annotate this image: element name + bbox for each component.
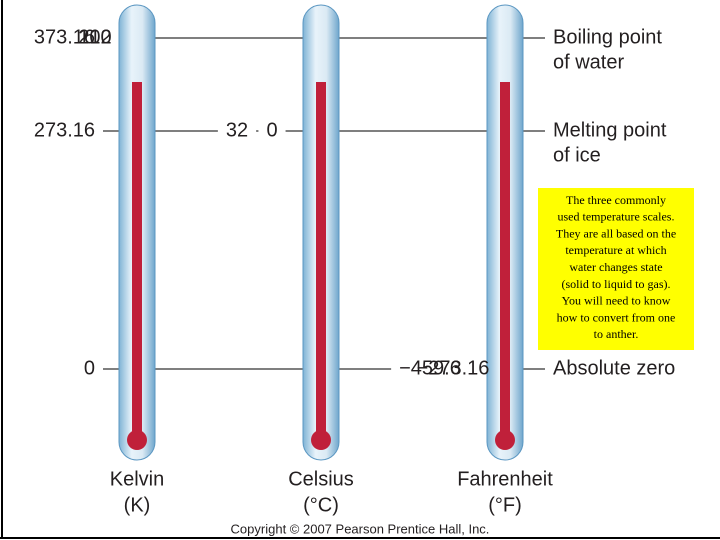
reference-label: Melting point [553, 119, 667, 141]
mercury-bulb [127, 430, 147, 450]
label-gap [70, 34, 120, 42]
scale-unit: (°F) [488, 494, 522, 516]
reference-label: Absolute zero [553, 357, 675, 379]
scale-reading: 32 [226, 119, 248, 141]
reference-label: Boiling point [553, 26, 662, 48]
copyright: Copyright © 2007 Pearson Prentice Hall, … [231, 521, 490, 536]
scale-reading: 0 [84, 357, 95, 379]
scale-name: Celsius [288, 468, 354, 490]
note-line: used temperature scales. [558, 210, 675, 224]
reference-label: of ice [553, 144, 601, 166]
scale-reading: −459.6 [399, 357, 461, 379]
scale-unit: (°C) [303, 494, 339, 516]
scale-reading: 100 [78, 26, 111, 48]
note-box [538, 188, 694, 350]
label-gap [258, 127, 286, 135]
note-line: how to convert from one [557, 310, 676, 324]
mercury-bulb [495, 430, 515, 450]
mercury-column [132, 82, 142, 437]
note-line: The three commonly [566, 193, 666, 207]
mercury-column [316, 82, 326, 437]
scale-reading: 373.16 [34, 26, 95, 48]
label-gap [25, 127, 103, 135]
mercury-column [500, 82, 510, 437]
scale-unit: (K) [124, 494, 151, 516]
mercury-bulb [311, 430, 331, 450]
note-line: You will need to know [562, 294, 671, 308]
scale-reading: −273.16 [417, 357, 490, 379]
label-gap [75, 365, 103, 373]
label-gap [25, 34, 103, 42]
note-line: water changes state [569, 260, 662, 274]
scale-reading: 212 [78, 26, 111, 48]
scale-reading: 0 [266, 119, 277, 141]
scale-name: Kelvin [110, 468, 164, 490]
note-line: temperature at which [565, 243, 666, 257]
label-gap [217, 127, 257, 135]
scale-reading: 273.16 [34, 119, 95, 141]
note-line: They are all based on the [556, 226, 676, 240]
note-line: (solid to liquid to gas). [562, 277, 671, 291]
note-line: to anther. [594, 327, 639, 341]
scale-name: Fahrenheit [457, 468, 553, 490]
label-gap [391, 365, 469, 373]
reference-label: of water [553, 51, 624, 73]
